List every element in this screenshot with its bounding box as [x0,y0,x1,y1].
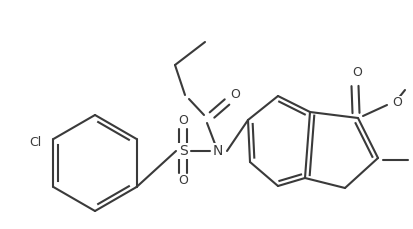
Text: O: O [230,87,240,101]
Text: S: S [179,144,188,158]
Text: O: O [352,66,362,79]
Text: O: O [178,174,188,188]
Text: N: N [213,144,223,158]
Text: O: O [392,96,402,109]
Text: O: O [178,114,188,128]
Text: Cl: Cl [29,136,41,148]
